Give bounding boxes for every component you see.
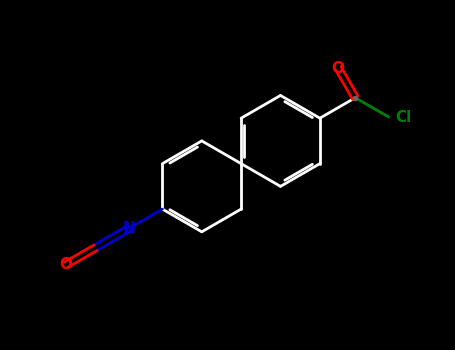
Text: Cl: Cl [395,110,412,125]
Text: N: N [122,221,135,236]
Text: O: O [332,61,345,76]
Text: O: O [60,257,72,272]
